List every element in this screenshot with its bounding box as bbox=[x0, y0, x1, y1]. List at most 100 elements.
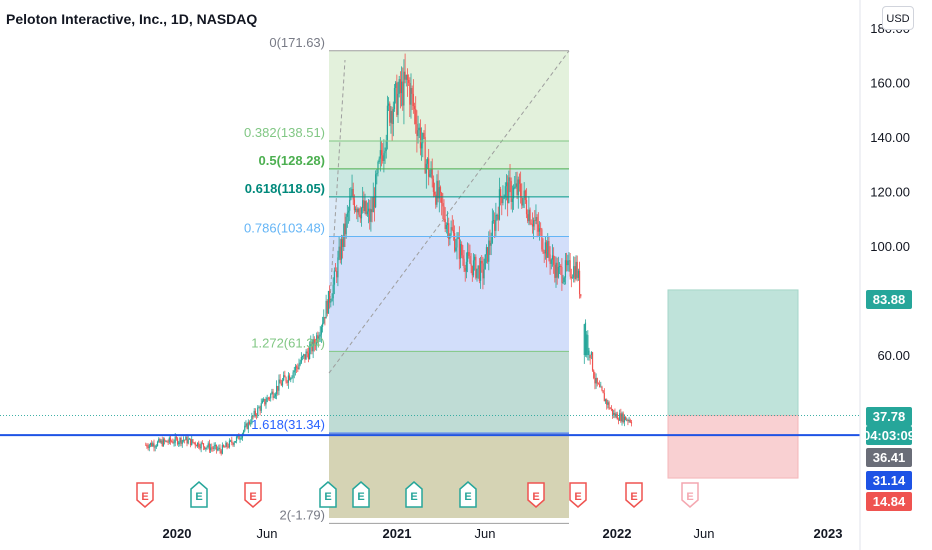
earnings-event-icon[interactable]: E bbox=[244, 482, 262, 508]
earnings-event-icon[interactable]: E bbox=[527, 482, 545, 508]
earnings-event-label: E bbox=[195, 491, 202, 503]
candle-body bbox=[591, 352, 594, 371]
candle-body bbox=[265, 401, 267, 405]
candle-body bbox=[614, 412, 616, 417]
earnings-event-icon[interactable]: E bbox=[352, 481, 370, 508]
candle-body bbox=[409, 82, 411, 105]
candle-body bbox=[492, 220, 495, 221]
candle-body bbox=[626, 419, 628, 421]
earnings-event-label: E bbox=[324, 491, 331, 503]
candle-body bbox=[594, 377, 596, 384]
candle-body bbox=[244, 425, 246, 431]
candle-body bbox=[516, 183, 518, 195]
candle-body bbox=[379, 150, 381, 159]
candle-body bbox=[435, 194, 437, 205]
candle-body bbox=[346, 212, 348, 217]
candle-body bbox=[488, 240, 490, 262]
candle-body bbox=[345, 216, 347, 235]
fib-band bbox=[329, 141, 569, 169]
candle-body bbox=[147, 446, 149, 449]
long-position-tool[interactable] bbox=[667, 289, 799, 479]
candle-body bbox=[611, 408, 614, 415]
earnings-event-label: E bbox=[686, 491, 693, 503]
horizontal-line[interactable] bbox=[0, 415, 860, 437]
fib-label: 0(171.63) bbox=[269, 35, 325, 50]
candle-body bbox=[158, 439, 160, 442]
candle-body bbox=[558, 266, 561, 267]
earnings-event-icon[interactable]: E bbox=[190, 481, 208, 508]
candle-body bbox=[352, 189, 354, 200]
candle-body bbox=[439, 187, 442, 193]
fib-label: 1.272(61.34) bbox=[251, 335, 325, 350]
earnings-event-icon[interactable]: E bbox=[136, 482, 154, 508]
candle-body bbox=[215, 444, 218, 450]
candle-body bbox=[543, 252, 545, 254]
candle-body bbox=[470, 263, 472, 266]
candle-body bbox=[576, 261, 578, 278]
candle-body bbox=[563, 277, 565, 282]
y-tick-label: 60.00 bbox=[877, 348, 910, 363]
candle-body bbox=[444, 218, 446, 229]
candle-body bbox=[297, 367, 299, 370]
candle-body bbox=[504, 186, 506, 198]
candle-body bbox=[371, 209, 373, 213]
candle-body bbox=[234, 441, 236, 443]
earnings-event-icon[interactable]: E bbox=[405, 481, 423, 508]
candle-body bbox=[187, 439, 189, 444]
currency-button[interactable]: USD bbox=[882, 6, 914, 30]
candle-body bbox=[535, 217, 537, 221]
candle-body bbox=[573, 266, 575, 278]
candle-body bbox=[148, 445, 150, 449]
candle-body bbox=[330, 301, 332, 303]
candle-body bbox=[556, 262, 558, 278]
x-axis: 2020 Jun 2021 Jun 2022 Jun 2023 bbox=[163, 526, 843, 541]
candle-body bbox=[227, 446, 229, 448]
candle-body bbox=[231, 440, 233, 443]
candle-body bbox=[588, 350, 590, 355]
earnings-event-icon[interactable]: E bbox=[625, 482, 643, 508]
candle-body bbox=[481, 260, 483, 264]
candle-body bbox=[217, 449, 219, 450]
candle-body bbox=[452, 230, 455, 234]
candle-body bbox=[197, 442, 199, 447]
candle-body bbox=[396, 82, 398, 115]
candle-body bbox=[294, 366, 297, 371]
price-tag-label: 37.78 bbox=[873, 409, 906, 424]
candle-body bbox=[536, 217, 538, 225]
candle-body bbox=[475, 256, 477, 278]
candle-body bbox=[557, 266, 559, 278]
earnings-event-icon[interactable]: E bbox=[319, 481, 337, 508]
x-tick-label: 2021 bbox=[383, 526, 412, 541]
candle-body bbox=[228, 440, 231, 448]
earnings-event-icon[interactable]: E bbox=[681, 482, 699, 508]
candle-body bbox=[338, 246, 340, 258]
candle-body bbox=[468, 252, 470, 256]
candle-body bbox=[616, 413, 618, 420]
candle-body bbox=[208, 443, 211, 451]
candle-body bbox=[542, 249, 544, 253]
candle-body bbox=[364, 201, 366, 212]
candle-body bbox=[332, 284, 334, 299]
candle-body bbox=[550, 259, 552, 264]
candle-body bbox=[268, 397, 271, 399]
candle-body bbox=[287, 375, 289, 383]
candle-body bbox=[185, 437, 187, 441]
earnings-event-icon[interactable]: E bbox=[459, 481, 477, 508]
candle-body bbox=[357, 208, 359, 213]
candle-body bbox=[260, 403, 262, 411]
candle-body bbox=[413, 106, 416, 109]
earnings-event-label: E bbox=[532, 491, 539, 503]
candle-body bbox=[224, 446, 226, 448]
candle-body bbox=[587, 335, 589, 355]
candle-body bbox=[538, 228, 541, 232]
candle-body bbox=[389, 103, 391, 123]
candle-body bbox=[482, 263, 484, 279]
candle-body bbox=[372, 196, 374, 213]
candle-body bbox=[213, 446, 215, 449]
candles bbox=[145, 53, 633, 456]
candle-body bbox=[261, 400, 264, 404]
candle-body bbox=[212, 448, 214, 449]
earnings-event-icon[interactable]: E bbox=[569, 482, 587, 508]
